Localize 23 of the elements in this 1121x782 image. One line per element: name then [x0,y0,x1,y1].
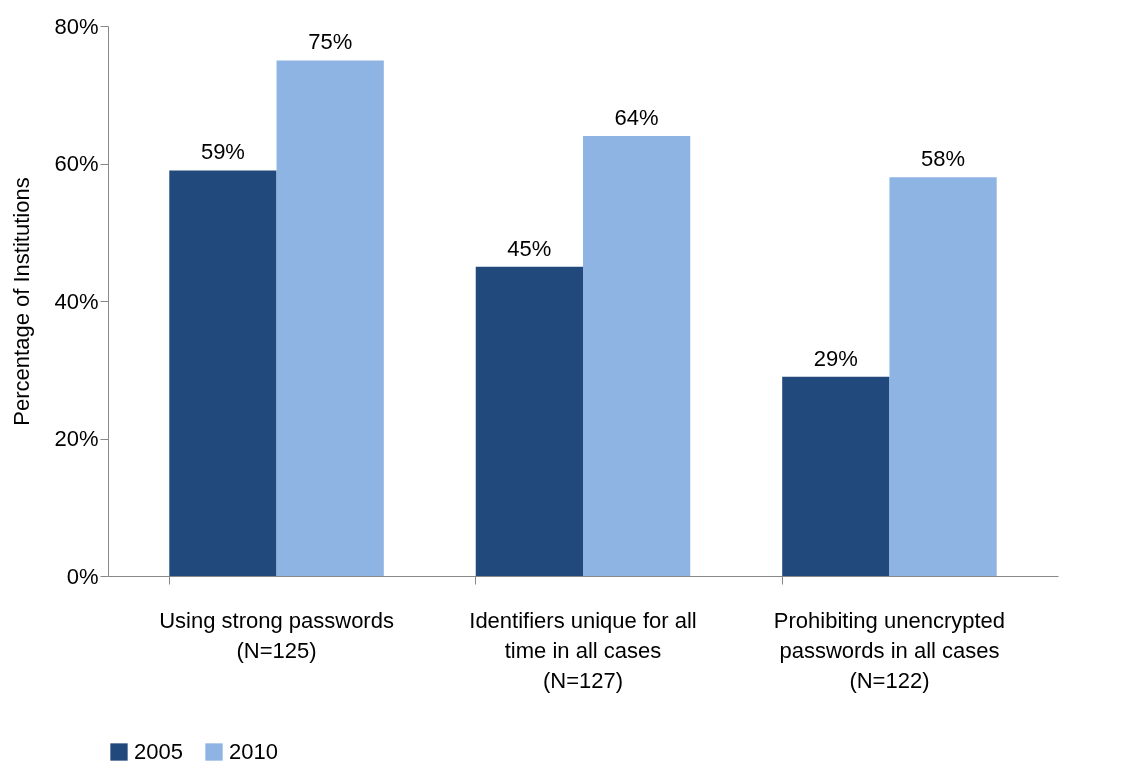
x-tick-label: Identifiers unique for all time in all cases (N=127) [469,607,697,693]
bar [276,60,384,576]
y-tick-label: 20% [54,426,99,451]
x-tick-label: Using strong passwords (N=125) [159,607,394,663]
y-tick-label: 60% [54,151,99,176]
y-tick-label: 80% [54,13,99,39]
data-label: 59% [200,139,245,165]
legend-label: 2005 [134,739,183,764]
bar [475,266,583,576]
data-label: 29% [813,345,858,371]
y-axis-title: Percentage of Institutions [9,177,35,426]
data-label: 75% [308,29,353,55]
bar [583,136,691,576]
y-tick-label: 0% [66,563,99,589]
bar [782,376,890,576]
data-label: 64% [614,105,659,130]
x-tick-label: Prohibiting unencrypted passwords in all cases (N=122) [773,607,1006,693]
data-label: 45% [507,235,552,261]
data-label: 58% [921,146,966,172]
y-tick-label: 40% [54,288,99,314]
bar [889,177,997,576]
bar [169,170,277,576]
legend-label: 2010 [229,739,278,764]
